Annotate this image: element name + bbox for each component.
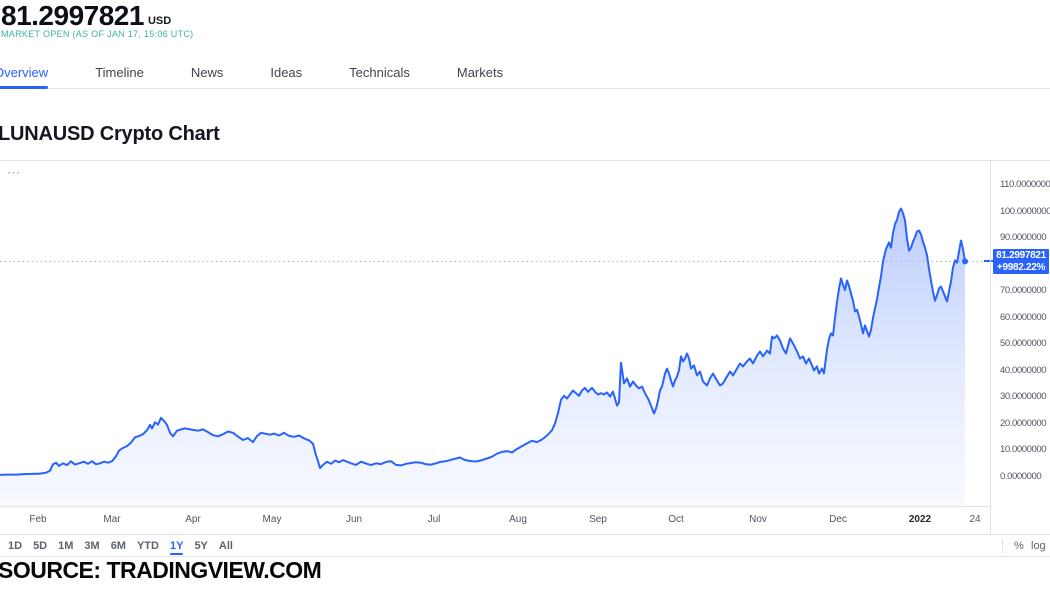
price-badge-tick bbox=[984, 260, 993, 263]
percent-scale-button[interactable]: % bbox=[1014, 539, 1024, 552]
range-button-5d[interactable]: 5D bbox=[33, 539, 48, 552]
range-button-1d[interactable]: 1D bbox=[8, 539, 23, 552]
x-axis-label: Jul bbox=[427, 514, 441, 525]
market-status: MARKET OPEN (AS OF JAN 17, 15:06 UTC) bbox=[1, 29, 194, 39]
area-fill bbox=[0, 208, 965, 506]
range-button-1y[interactable]: 1Y bbox=[169, 539, 184, 555]
tab-markets[interactable]: Markets bbox=[456, 65, 504, 80]
tab-ideas[interactable]: Ideas bbox=[270, 65, 303, 80]
time-axis[interactable]: Feb Mar Apr May Jun Jul Aug Sep Oct Nov Dec 2022 24 bbox=[0, 506, 990, 534]
x-axis-label: 24 bbox=[969, 514, 981, 525]
chart-plot-area[interactable]: ⋯ bbox=[0, 161, 990, 506]
source-attribution: SOURCE: TRADINGVIEW.COM bbox=[0, 557, 322, 583]
x-axis-label: Nov bbox=[749, 514, 767, 525]
price-header: 81.2997821 USD bbox=[1, 2, 171, 30]
tab-bar: Overview Timeline News Ideas Technicals Marke… bbox=[0, 60, 504, 89]
page-title: LUNAUSD Crypto Chart bbox=[0, 123, 220, 145]
log-scale-button[interactable]: log bbox=[1031, 539, 1046, 552]
more-options-icon[interactable]: ⋯ bbox=[7, 165, 21, 180]
y-axis-label: 90.0000000 bbox=[1000, 232, 1047, 244]
badge-change: +9982.22% bbox=[996, 261, 1046, 273]
y-axis-label: 30.0000000 bbox=[1000, 391, 1047, 403]
chart-toolbar: 1D 5D 1M 3M 6M YTD 1Y 5Y All % log bbox=[0, 534, 1050, 557]
current-price: 81.2997821 bbox=[1, 0, 144, 31]
price-axis[interactable]: 81.2997821 +9982.22% 110.0000000 100.0000… bbox=[990, 161, 1050, 534]
y-axis-label: 50.0000000 bbox=[1000, 338, 1047, 350]
x-axis-label: Jun bbox=[345, 514, 363, 525]
range-button-all[interactable]: All bbox=[218, 539, 233, 552]
range-button-1m[interactable]: 1M bbox=[58, 539, 74, 552]
price-currency: USD bbox=[147, 15, 172, 27]
x-axis-label: Apr bbox=[185, 514, 201, 525]
x-axis-label: Mar bbox=[103, 514, 121, 525]
x-axis-label: 2022 bbox=[908, 514, 932, 525]
range-button-5y[interactable]: 5Y bbox=[194, 539, 208, 552]
tab-timeline[interactable]: Timeline bbox=[95, 65, 144, 80]
y-axis-label: 40.0000000 bbox=[1000, 364, 1047, 376]
y-axis-label: 0.0000000 bbox=[1000, 470, 1042, 482]
range-button-ytd[interactable]: YTD bbox=[136, 539, 159, 552]
badge-price: 81.2997821 bbox=[996, 249, 1046, 261]
last-price-marker bbox=[962, 258, 968, 265]
price-line-chart[interactable] bbox=[0, 161, 990, 506]
x-axis-label: Sep bbox=[589, 514, 607, 525]
y-axis-label: 70.0000000 bbox=[1000, 285, 1047, 297]
tabs-divider bbox=[0, 88, 1050, 89]
current-price-badge: 81.2997821 +9982.22% bbox=[993, 248, 1049, 274]
chart-widget: ⋯ 81.2997821 +9982.22% 110.0000000 100.00… bbox=[0, 160, 1050, 557]
range-button-3m[interactable]: 3M bbox=[84, 539, 100, 552]
y-axis-label: 20.0000000 bbox=[1000, 417, 1047, 429]
y-axis-label: 110.0000000 bbox=[1000, 179, 1050, 191]
range-button-6m[interactable]: 6M bbox=[110, 539, 126, 552]
tab-technicals[interactable]: Technicals bbox=[349, 65, 410, 80]
price-line bbox=[0, 207, 966, 476]
y-axis-label: 60.0000000 bbox=[1000, 311, 1047, 323]
range-selector: 1D 5D 1M 3M 6M YTD 1Y 5Y All bbox=[8, 535, 233, 556]
y-axis-label: 10.0000000 bbox=[1000, 444, 1047, 456]
tab-news[interactable]: News bbox=[190, 65, 224, 80]
y-axis-label: 100.0000000 bbox=[1000, 205, 1050, 217]
toolbar-separator bbox=[1002, 539, 1003, 553]
x-axis-label: May bbox=[262, 514, 282, 525]
x-axis-label: Dec bbox=[829, 514, 847, 525]
tab-overview[interactable]: Overview bbox=[0, 60, 49, 89]
x-axis-label: Feb bbox=[29, 514, 47, 525]
x-axis-label: Oct bbox=[668, 514, 684, 525]
x-axis-label: Aug bbox=[509, 514, 527, 525]
